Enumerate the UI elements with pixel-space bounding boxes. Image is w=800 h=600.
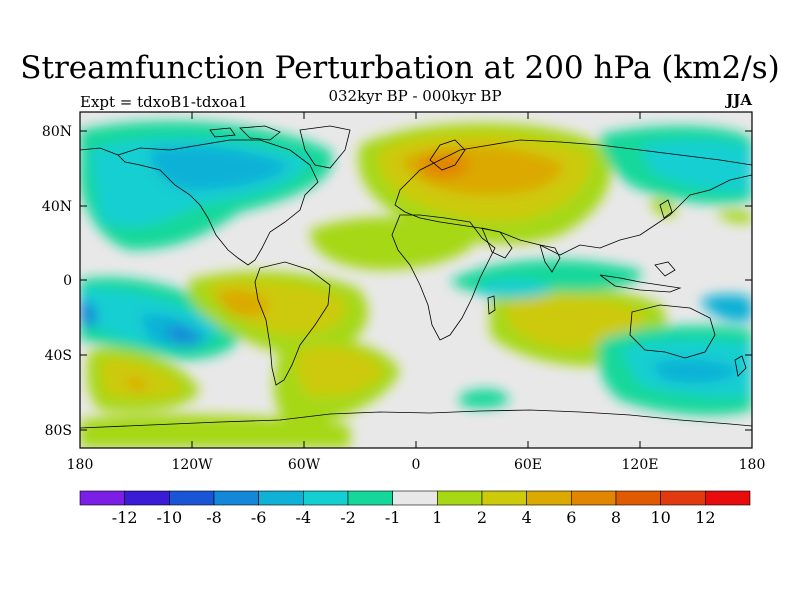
colorbar-label: -1 bbox=[385, 508, 401, 527]
experiment-label: Expt = tdxoB1-tdxoa1 bbox=[80, 93, 248, 111]
colorbar-label: 1 bbox=[432, 508, 442, 527]
colorbar-swatch bbox=[392, 490, 438, 506]
colorbar-label: -6 bbox=[251, 508, 267, 527]
coastlines bbox=[80, 125, 752, 429]
lat-label-40s: 40S bbox=[45, 348, 72, 364]
lon-label-180w: 180 bbox=[67, 457, 94, 473]
colorbar-swatch bbox=[169, 490, 215, 506]
colorbar-swatch bbox=[347, 490, 393, 506]
colorbar-swatch bbox=[258, 490, 304, 506]
colorbar-label: -10 bbox=[156, 508, 182, 527]
lat-label-80n: 80N bbox=[42, 124, 72, 140]
colorbar-swatch bbox=[124, 490, 170, 506]
lon-label-120w: 120W bbox=[171, 457, 213, 473]
colorbar-swatch bbox=[481, 490, 527, 506]
season-label: JJA bbox=[726, 91, 752, 109]
colorbar-label: 6 bbox=[566, 508, 576, 527]
lon-label-0: 0 bbox=[412, 457, 421, 473]
lon-label-60e: 60E bbox=[514, 457, 542, 473]
lat-label-40n: 40N bbox=[42, 199, 72, 215]
colorbar-swatch bbox=[615, 490, 661, 506]
colorbar-label: 2 bbox=[477, 508, 487, 527]
colorbar-label: 12 bbox=[695, 508, 715, 527]
lon-label-180e: 180 bbox=[739, 457, 766, 473]
colorbar-swatch bbox=[526, 490, 572, 506]
streamfunction-field bbox=[80, 112, 752, 448]
colorbar-label: 10 bbox=[650, 508, 670, 527]
colorbar-swatch bbox=[705, 490, 751, 506]
colorbar-swatch bbox=[213, 490, 259, 506]
colorbar-swatch bbox=[437, 490, 483, 506]
colorbar-label: -12 bbox=[112, 508, 138, 527]
colorbar-label: 8 bbox=[611, 508, 621, 527]
colorbar-label: -4 bbox=[296, 508, 312, 527]
colorbar-label: -8 bbox=[206, 508, 222, 527]
colorbar-swatch bbox=[571, 490, 617, 506]
colorbar-label: 4 bbox=[522, 508, 532, 527]
map-title: Streamfunction Perturbation at 200 hPa (… bbox=[20, 50, 780, 86]
lon-label-60w: 60W bbox=[288, 457, 321, 473]
colorbar-label: -2 bbox=[340, 508, 356, 527]
map-subtitle: 032kyr BP - 000kyr BP bbox=[328, 87, 502, 105]
colorbar-swatch bbox=[303, 490, 349, 506]
lon-label-120e: 120E bbox=[622, 457, 659, 473]
lat-label-0: 0 bbox=[63, 273, 72, 289]
lat-label-80s: 80S bbox=[45, 423, 72, 439]
colorbar: -12 -10 -8 -6 -4 -2 -1 1 2 4 6 8 10 12 bbox=[79, 490, 751, 527]
colorbar-swatch bbox=[79, 490, 125, 506]
colorbar-swatch bbox=[660, 490, 706, 506]
